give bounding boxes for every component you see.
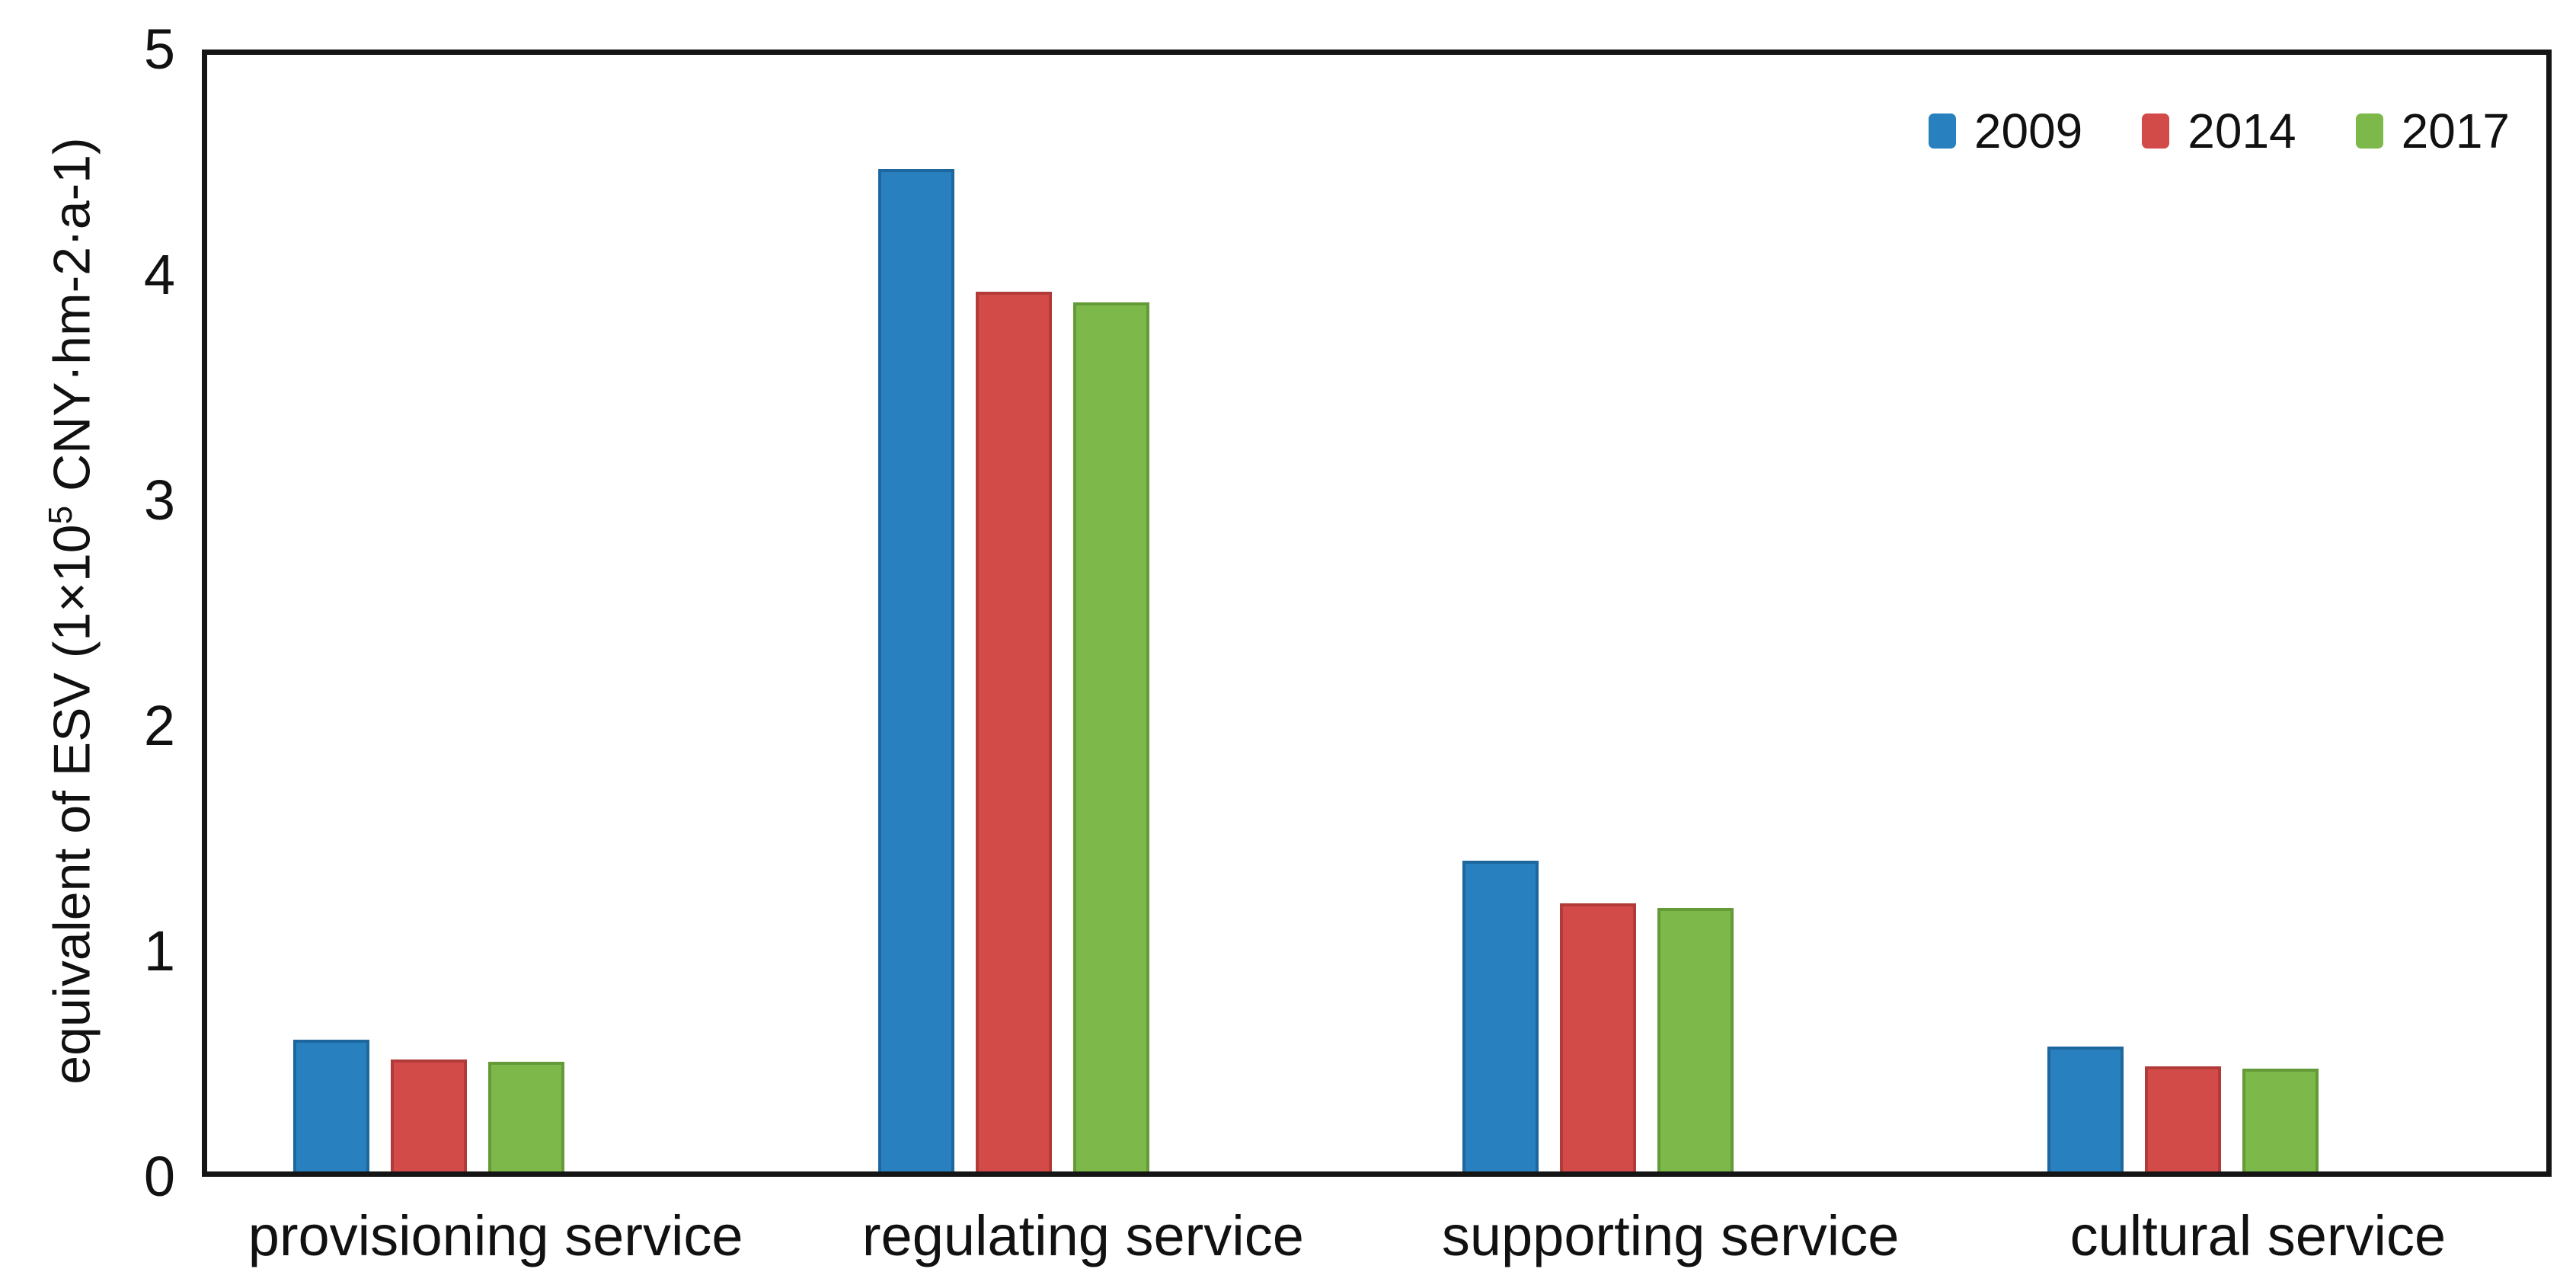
y-tick-label-1: 1 [143, 919, 175, 983]
legend-swatch-2009 [1928, 113, 1956, 149]
x-axis-label-cultural-service: cultural service [2069, 1204, 2447, 1267]
y-tick-label-0: 0 [143, 1145, 175, 1208]
bar-2017-regulating-service [1072, 302, 1149, 1171]
bar-2014-cultural-service [2145, 1066, 2222, 1171]
bar-2009-supporting-service [1462, 861, 1539, 1171]
y-axis-title-suffix: CNY·hm-2·a-1) [43, 137, 101, 506]
bar-group-supporting-service [1306, 55, 1891, 1171]
bar-2017-cultural-service [2242, 1069, 2319, 1171]
bars-container [207, 55, 2546, 1171]
legend-label-2017: 2017 [2401, 104, 2510, 158]
bar-group-provisioning-service [136, 55, 721, 1171]
y-tick-label-5: 5 [143, 18, 175, 81]
bar-2017-supporting-service [1657, 908, 1734, 1171]
legend: 2009 2014 2017 [1928, 104, 2510, 158]
bar-2014-supporting-service [1560, 903, 1637, 1171]
legend-label-2009: 2009 [1974, 104, 2083, 158]
legend-swatch-2017 [2355, 113, 2383, 149]
legend-item-2009: 2009 [1928, 104, 2083, 158]
legend-item-2014: 2014 [2142, 107, 2296, 155]
x-axis-label-supporting-service: supporting service [1441, 1204, 1900, 1267]
x-axis-label-regulating-service: regulating service [861, 1204, 1304, 1267]
legend-item-2017: 2017 [2355, 104, 2510, 158]
y-tick-label-4: 4 [143, 243, 175, 306]
y-axis-title-prefix: equivalent of ESV (1×10 [43, 524, 101, 1085]
legend-swatch-2014 [2142, 113, 2170, 149]
plot-area: 2009 2014 2017 [202, 50, 2552, 1177]
bar-2009-cultural-service [2047, 1046, 2124, 1171]
legend-label-2014: 2014 [2188, 104, 2296, 158]
bar-2009-provisioning-service [292, 1040, 369, 1171]
bar-group-cultural-service [1890, 55, 2475, 1171]
y-tick-label-2: 2 [143, 694, 175, 757]
bar-2014-provisioning-service [390, 1059, 467, 1171]
bar-2014-regulating-service [975, 291, 1052, 1171]
y-tick-label-3: 3 [143, 468, 175, 532]
bar-2017-provisioning-service [487, 1062, 564, 1171]
x-axis-labels: provisioning service regulating service su… [202, 1203, 2552, 1268]
bar-2009-regulating-service [877, 168, 954, 1171]
x-axis-label-provisioning-service: provisioning service [248, 1204, 743, 1267]
bar-group-regulating-service [721, 55, 1306, 1171]
